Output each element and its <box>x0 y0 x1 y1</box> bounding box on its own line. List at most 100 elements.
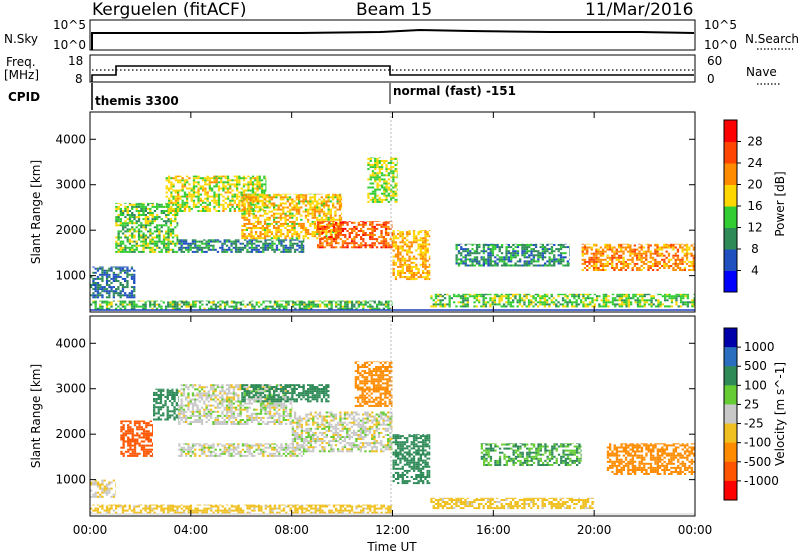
echo-cell <box>99 268 101 270</box>
echo-cell <box>613 267 615 269</box>
echo-cell <box>113 292 115 294</box>
echo-cell <box>666 294 668 295</box>
echo-cell <box>379 201 381 203</box>
echo-cell <box>106 280 108 282</box>
echo-cell <box>473 294 475 295</box>
echo-cell <box>244 203 246 205</box>
echo-cell <box>275 196 277 198</box>
echo-cell <box>269 203 271 205</box>
echo-cell <box>675 301 677 303</box>
echo-cell <box>225 185 227 187</box>
echo-cell <box>551 265 553 267</box>
echo-cell <box>339 200 341 202</box>
echo-cell <box>124 292 126 294</box>
echo-cell <box>236 204 238 206</box>
echo-cell <box>686 249 688 251</box>
echo-cell <box>289 229 291 231</box>
echo-cell <box>250 227 252 229</box>
echo-cell <box>393 272 395 274</box>
echo-cell <box>292 306 294 308</box>
echo-cell <box>229 188 231 190</box>
echo-cell <box>181 301 183 302</box>
echo-cell <box>267 306 269 308</box>
echo-cell <box>118 245 120 247</box>
echo-cell <box>379 160 381 162</box>
echo-cell <box>458 244 460 245</box>
echo-cell <box>309 209 311 211</box>
echo-cell <box>524 252 526 254</box>
echo-cell <box>251 241 253 243</box>
echo-cell <box>505 256 507 258</box>
echo-cell <box>287 198 289 200</box>
echo-cell <box>172 185 174 187</box>
echo-cell <box>460 260 462 262</box>
echo-cell <box>533 250 535 252</box>
echo-cell <box>451 297 453 299</box>
echo-cell <box>528 265 530 267</box>
echo-cell <box>395 185 397 187</box>
echo-cell <box>278 237 280 239</box>
echo-cell <box>273 227 275 229</box>
echo-cell <box>246 229 248 231</box>
echo-cell <box>120 267 122 268</box>
echo-cell <box>203 239 205 240</box>
echo-cell <box>535 244 537 245</box>
echo-cell <box>244 215 246 217</box>
echo-cell <box>177 241 179 243</box>
echo-cell <box>654 245 656 247</box>
echo-cell <box>264 233 266 235</box>
echo-cell <box>168 202 170 204</box>
echo-cell <box>182 202 184 204</box>
echo-cell <box>542 303 544 305</box>
echo-cell <box>351 232 353 234</box>
echo-cell <box>512 265 514 267</box>
echo-cell <box>259 179 261 181</box>
echo-cell <box>106 486 108 488</box>
echo-cell <box>305 198 307 200</box>
echo-cell <box>526 263 528 265</box>
echo-cell <box>152 241 154 243</box>
echo-cell <box>560 258 562 260</box>
echo-cell <box>331 221 333 222</box>
echo-cell <box>344 242 346 244</box>
echo-cell <box>588 247 590 249</box>
echo-cell <box>358 301 360 302</box>
echo-cell <box>251 243 253 245</box>
echo-cell <box>675 299 677 301</box>
echo-cell <box>318 203 320 205</box>
echo-cell <box>243 183 245 185</box>
echo-cell <box>213 194 215 196</box>
echo-cell <box>134 445 136 447</box>
echo-cell <box>385 240 387 242</box>
echo-cell <box>95 286 97 288</box>
echo-cell <box>319 246 321 248</box>
echo-cell <box>395 256 397 258</box>
echo-cell <box>247 304 249 306</box>
echo-cell <box>166 192 168 194</box>
echo-cell <box>221 251 223 253</box>
echo-cell <box>411 241 413 243</box>
echo-cell <box>499 250 501 252</box>
echo-cell <box>158 402 160 404</box>
echo-cell <box>567 265 569 267</box>
echo-cell <box>152 239 154 241</box>
echo-cell <box>101 280 103 282</box>
echo-cell <box>560 263 562 265</box>
echo-cell <box>136 426 138 428</box>
echo-cell <box>199 302 201 304</box>
echo-cell <box>656 253 658 255</box>
echo-cell <box>395 199 397 201</box>
echo-cell <box>264 247 266 249</box>
echo-cell <box>122 241 124 243</box>
echo-cell <box>168 200 170 202</box>
echo-cell <box>248 223 250 225</box>
noise-panel-frame <box>90 20 695 50</box>
echo-cell <box>395 168 397 170</box>
echo-cell <box>108 492 110 494</box>
echo-cell <box>122 226 124 228</box>
echo-cell <box>138 421 140 423</box>
echo-cell <box>183 411 185 413</box>
echo-cell <box>97 482 99 484</box>
echo-cell <box>460 258 462 260</box>
echo-cell <box>580 299 582 301</box>
